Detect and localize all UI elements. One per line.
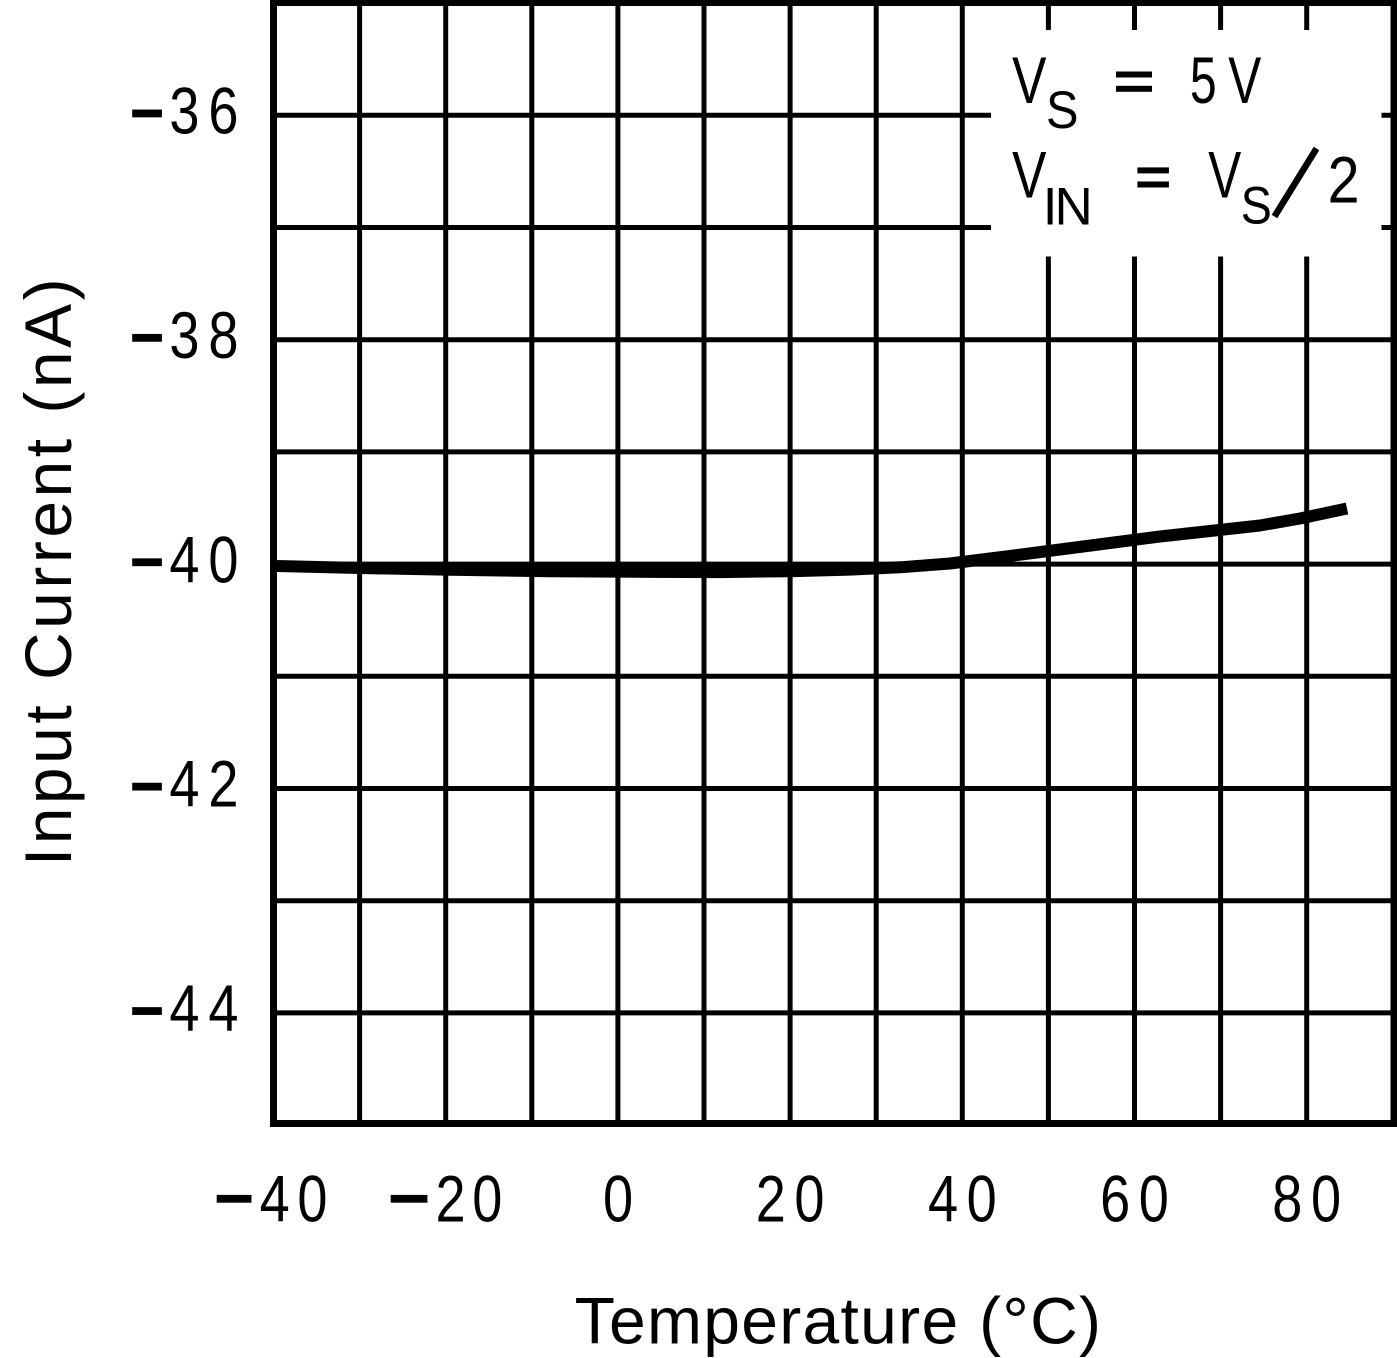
svg-text:2: 2 (208, 747, 238, 821)
svg-text:0: 0 (794, 1161, 824, 1235)
svg-text:6: 6 (208, 73, 238, 147)
svg-text:4: 4 (169, 522, 199, 596)
svg-text:2: 2 (756, 1161, 786, 1235)
svg-text:5: 5 (1190, 45, 1217, 118)
svg-text:Temperature (°C): Temperature (°C) (575, 1284, 1103, 1358)
svg-text:4: 4 (928, 1161, 958, 1235)
svg-text:2: 2 (1328, 144, 1360, 218)
svg-text:4: 4 (208, 971, 238, 1045)
svg-text:0: 0 (967, 1161, 997, 1235)
svg-text:V: V (1012, 137, 1047, 212)
svg-text:I: I (1043, 178, 1058, 237)
svg-text:0: 0 (1311, 1161, 1341, 1235)
svg-text:0: 0 (297, 1161, 327, 1235)
svg-text:Input Current (nA): Input Current (nA) (11, 275, 85, 866)
svg-text:0: 0 (603, 1161, 633, 1235)
svg-text:8: 8 (1272, 1161, 1302, 1235)
svg-text:N: N (1055, 178, 1093, 237)
svg-text:S: S (1241, 176, 1272, 235)
svg-text:4: 4 (260, 1161, 290, 1235)
svg-text:8: 8 (208, 298, 238, 372)
svg-text:4: 4 (169, 971, 199, 1045)
svg-text:3: 3 (169, 298, 199, 372)
svg-text:6: 6 (1100, 1161, 1130, 1235)
svg-text:V: V (1208, 139, 1241, 213)
svg-text:0: 0 (1139, 1161, 1169, 1235)
svg-text:S: S (1046, 80, 1079, 139)
svg-text:V: V (1228, 44, 1261, 118)
svg-text:0: 0 (208, 522, 238, 596)
svg-text:3: 3 (169, 73, 199, 147)
svg-text:0: 0 (472, 1161, 502, 1235)
svg-text:4: 4 (169, 747, 199, 821)
svg-text:2: 2 (436, 1161, 466, 1235)
svg-text:V: V (1012, 43, 1047, 118)
